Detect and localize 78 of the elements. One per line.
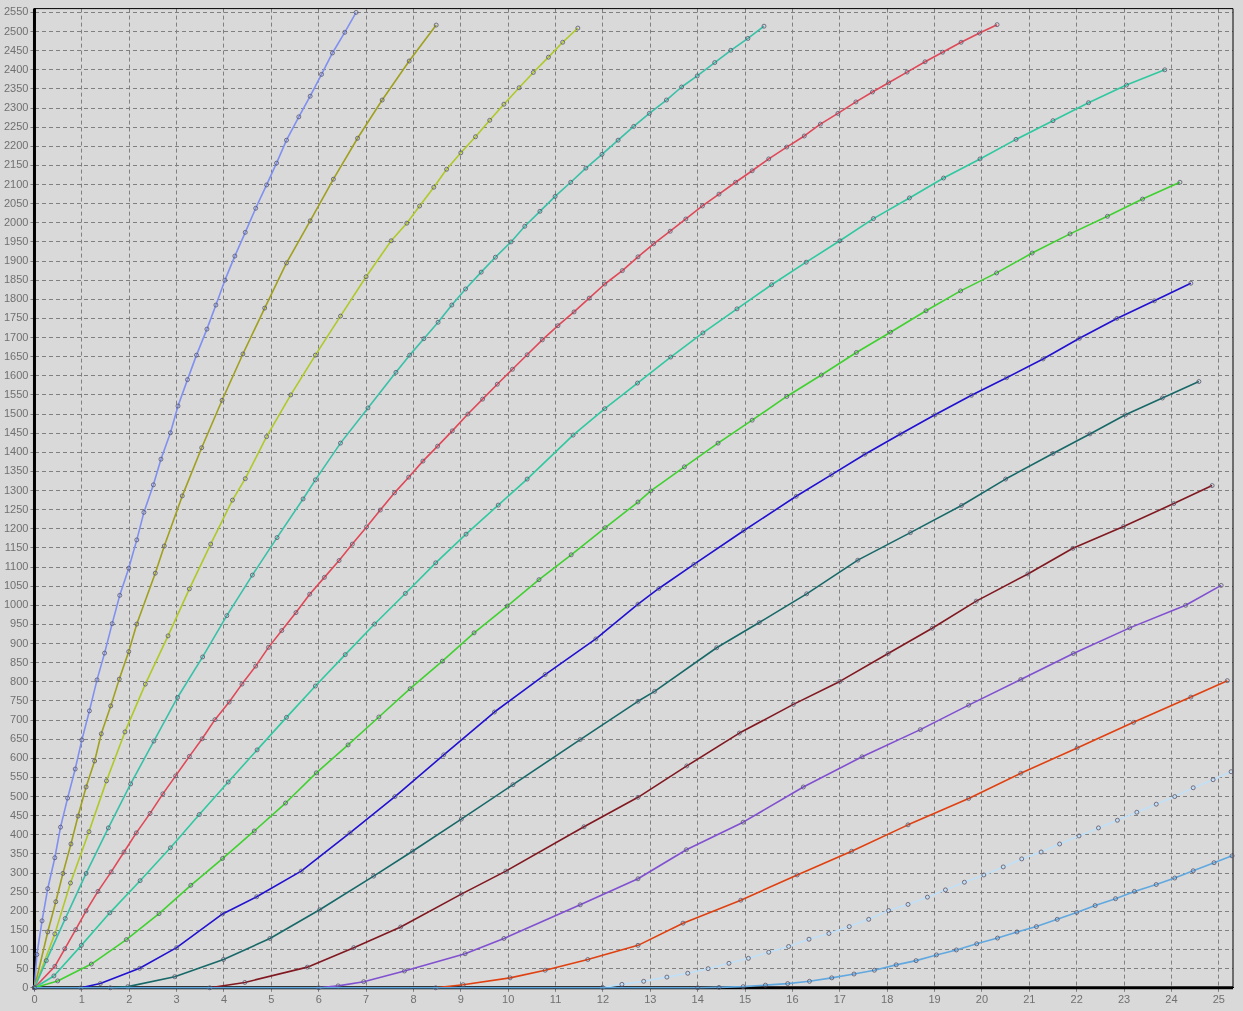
- x-tick-label: 13: [644, 993, 657, 1006]
- x-tick-label: 19: [928, 993, 941, 1006]
- x-tick-label: 20: [975, 993, 989, 1006]
- y-tick-label: 350: [10, 846, 29, 859]
- y-tick-label: 1700: [3, 330, 29, 343]
- y-tick-label: 900: [10, 636, 29, 649]
- y-tick-label: 2300: [3, 101, 29, 114]
- y-tick-label: 400: [10, 827, 29, 840]
- x-tick-label: 3: [173, 993, 180, 1006]
- y-tick-label: 1800: [3, 292, 29, 305]
- y-tick-label: 200: [10, 904, 29, 917]
- y-tick-label: 800: [10, 674, 29, 687]
- y-tick-label: 1650: [3, 349, 29, 362]
- y-tick-label: 2250: [3, 120, 29, 133]
- x-tick-label: 21: [1023, 993, 1036, 1006]
- x-tick-label: 7: [363, 993, 370, 1006]
- y-tick-label: 1050: [3, 579, 29, 592]
- y-tick-label: 2450: [3, 43, 29, 56]
- x-tick-label: 6: [315, 993, 322, 1006]
- y-tick-label: 2350: [3, 81, 29, 94]
- y-tick-label: 450: [10, 808, 29, 821]
- y-tick-label: 2550: [3, 5, 29, 18]
- y-tick-label: 1950: [3, 234, 29, 247]
- y-tick-label: 2400: [3, 62, 29, 75]
- x-tick-label: 2: [126, 993, 133, 1006]
- y-tick-label: 1350: [3, 464, 29, 477]
- x-tick-label: 14: [691, 993, 704, 1006]
- y-tick-label: 1750: [3, 311, 29, 324]
- y-tick-label: 100: [10, 942, 29, 955]
- y-tick-label: 1200: [3, 521, 29, 534]
- y-tick-label: 50: [16, 961, 29, 974]
- y-tick-label: 1850: [3, 273, 29, 286]
- x-tick-label: 16: [786, 993, 799, 1006]
- y-tick-label: 650: [10, 732, 29, 745]
- y-tick-label: 1900: [3, 254, 29, 267]
- y-tick-label: 1600: [3, 368, 29, 381]
- y-tick-label: 1450: [3, 426, 29, 439]
- y-tick-label: 2150: [3, 158, 29, 171]
- x-tick-label: 4: [220, 993, 228, 1006]
- y-tick-label: 1500: [3, 407, 29, 420]
- x-tick-label: 0: [31, 993, 38, 1006]
- x-tick-label: 10: [502, 993, 515, 1006]
- x-tick-label: 23: [1117, 993, 1131, 1006]
- y-tick-label: 600: [10, 751, 29, 764]
- x-tick-label: 17: [833, 993, 846, 1006]
- y-tick-label: 500: [10, 789, 29, 802]
- y-tick-label: 1150: [4, 540, 29, 553]
- x-tick-label: 22: [1070, 993, 1083, 1006]
- y-tick-label: 2100: [3, 177, 29, 190]
- y-tick-label: 1550: [3, 387, 29, 400]
- x-tick-label: 9: [457, 993, 464, 1006]
- y-tick-label: 700: [10, 713, 29, 726]
- y-tick-label: 2000: [3, 215, 29, 228]
- y-tick-label: 150: [10, 923, 29, 936]
- y-tick-label: 1000: [3, 598, 29, 611]
- x-tick-label: 1: [78, 993, 85, 1006]
- x-tick-label: 24: [1165, 993, 1178, 1006]
- y-tick-label: 1100: [4, 560, 29, 573]
- x-tick-label: 18: [881, 993, 894, 1006]
- y-tick-label: 2050: [3, 196, 29, 209]
- y-tick-label: 2500: [3, 24, 29, 37]
- y-tick-label: 1300: [3, 483, 29, 496]
- x-tick-label: 11: [549, 993, 562, 1006]
- x-tick-label: 15: [738, 993, 752, 1006]
- x-tick-label: 5: [268, 993, 275, 1006]
- y-tick-label: 550: [10, 770, 29, 783]
- y-tick-label: 250: [10, 885, 29, 898]
- y-tick-label: 300: [10, 866, 29, 879]
- x-tick-label: 25: [1212, 993, 1225, 1006]
- y-tick-label: 850: [10, 655, 29, 668]
- y-tick-label: 950: [10, 617, 29, 630]
- x-tick-label: 8: [410, 993, 417, 1006]
- y-tick-label: 1400: [3, 445, 29, 458]
- y-tick-label: 2200: [3, 139, 29, 152]
- y-tick-label: 0: [22, 980, 29, 993]
- y-tick-label: 1250: [3, 502, 29, 515]
- y-tick-label: 750: [10, 693, 29, 706]
- x-tick-label: 12: [596, 993, 610, 1006]
